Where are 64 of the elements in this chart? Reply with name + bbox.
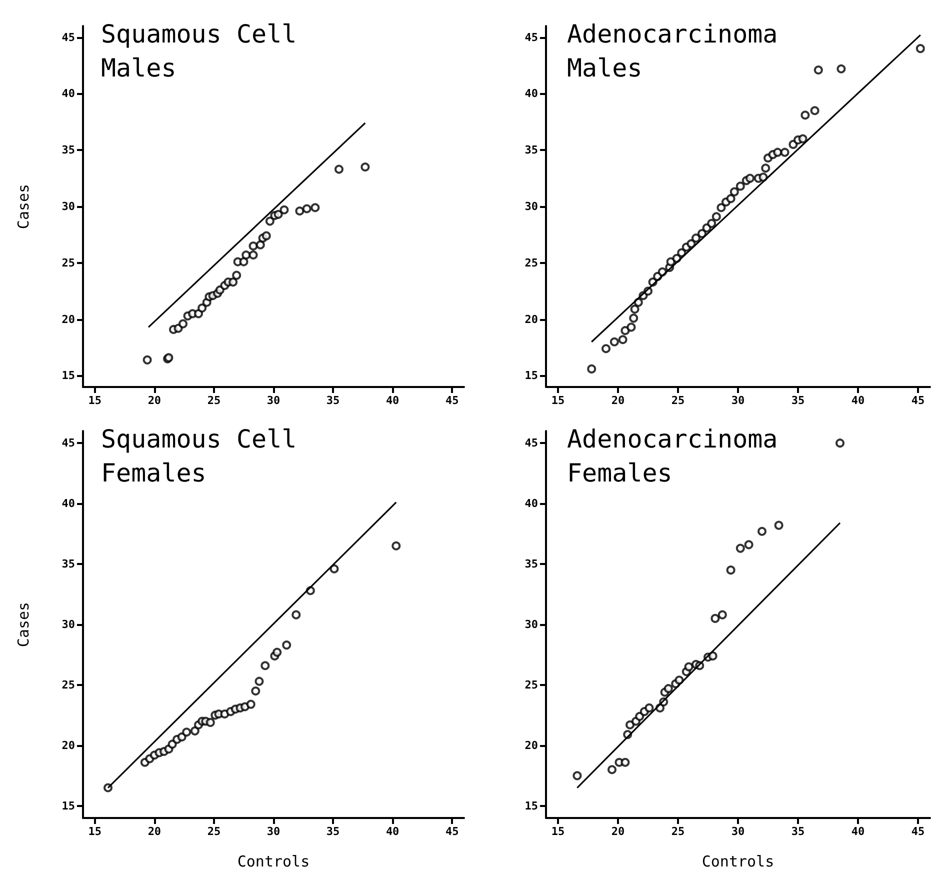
x-tick-label: 40	[386, 394, 400, 407]
x-tick-label: 40	[851, 394, 865, 407]
y-tick-label: 25	[62, 678, 75, 692]
y-tick-label: 40	[62, 497, 75, 510]
y-tick-label: 40	[524, 497, 538, 510]
x-tick-label: 35	[791, 394, 805, 407]
x-tick-label: 40	[851, 825, 865, 838]
y-tick-label: 15	[524, 799, 538, 812]
y-tick-label: 25	[62, 256, 75, 270]
y-tick-label: 40	[524, 87, 538, 100]
chart-title: Squamous Cell Females	[101, 424, 297, 488]
x-tick-label: 15	[551, 394, 565, 407]
y-tick-label: 15	[62, 799, 75, 812]
y-tick-label: 35	[524, 558, 538, 571]
y-tick-label: 20	[62, 738, 75, 752]
y-tick-label: 15	[524, 369, 538, 382]
x-tick-label: 15	[88, 394, 102, 407]
x-tick-label: 15	[551, 825, 565, 838]
y-tick-label: 45	[62, 30, 75, 44]
x-tick-label: 35	[791, 825, 805, 838]
x-tick-label: 30	[266, 394, 280, 407]
chart-title: Adenocarcinoma Males	[567, 20, 778, 82]
y-tick-label: 35	[62, 558, 75, 571]
x-tick-label: 45	[911, 394, 925, 407]
x-axis-title: Controls	[237, 852, 310, 870]
x-tick-label: 25	[671, 825, 685, 838]
x-tick-label: 15	[88, 825, 102, 838]
x-axis-title: Controls	[702, 852, 774, 870]
y-tick-label: 30	[62, 200, 75, 213]
x-tick-label: 25	[671, 394, 685, 407]
y-tick-label: 45	[62, 436, 75, 450]
x-tick-label: 30	[266, 825, 280, 838]
x-tick-label: 25	[207, 825, 221, 838]
y-tick-label: 40	[62, 87, 75, 100]
x-tick-label: 30	[731, 825, 745, 838]
y-tick-label: 45	[524, 30, 538, 44]
y-tick-label: 20	[524, 738, 538, 752]
x-tick-label: 45	[445, 825, 459, 838]
y-axis-title: Cases	[14, 602, 32, 648]
y-tick-label: 25	[524, 678, 538, 692]
y-tick-label: 35	[524, 144, 538, 157]
x-tick-label: 20	[148, 394, 162, 407]
x-tick-label: 45	[445, 394, 459, 407]
y-tick-label: 20	[524, 312, 538, 326]
x-tick-label: 35	[326, 825, 340, 838]
x-tick-label: 20	[611, 825, 625, 838]
y-tick-label: 15	[62, 369, 75, 382]
x-tick-label: 35	[326, 394, 340, 407]
x-tick-label: 20	[148, 825, 162, 838]
chart-title: Adenocarcinoma Females	[567, 424, 778, 488]
x-tick-label: 45	[911, 825, 925, 838]
y-tick-label: 25	[524, 256, 538, 270]
y-tick-label: 20	[62, 312, 75, 326]
x-tick-label: 30	[731, 394, 745, 407]
y-tick-label: 30	[524, 200, 538, 213]
x-tick-label: 20	[611, 394, 625, 407]
y-tick-label: 35	[62, 144, 75, 157]
y-axis-title: Cases	[14, 184, 32, 230]
y-tick-label: 30	[62, 618, 75, 631]
chart-title: Squamous Cell Males	[101, 20, 297, 82]
x-tick-label: 40	[386, 825, 400, 838]
x-tick-label: 25	[207, 394, 221, 407]
y-tick-label: 45	[524, 436, 538, 450]
y-tick-label: 30	[524, 618, 538, 631]
